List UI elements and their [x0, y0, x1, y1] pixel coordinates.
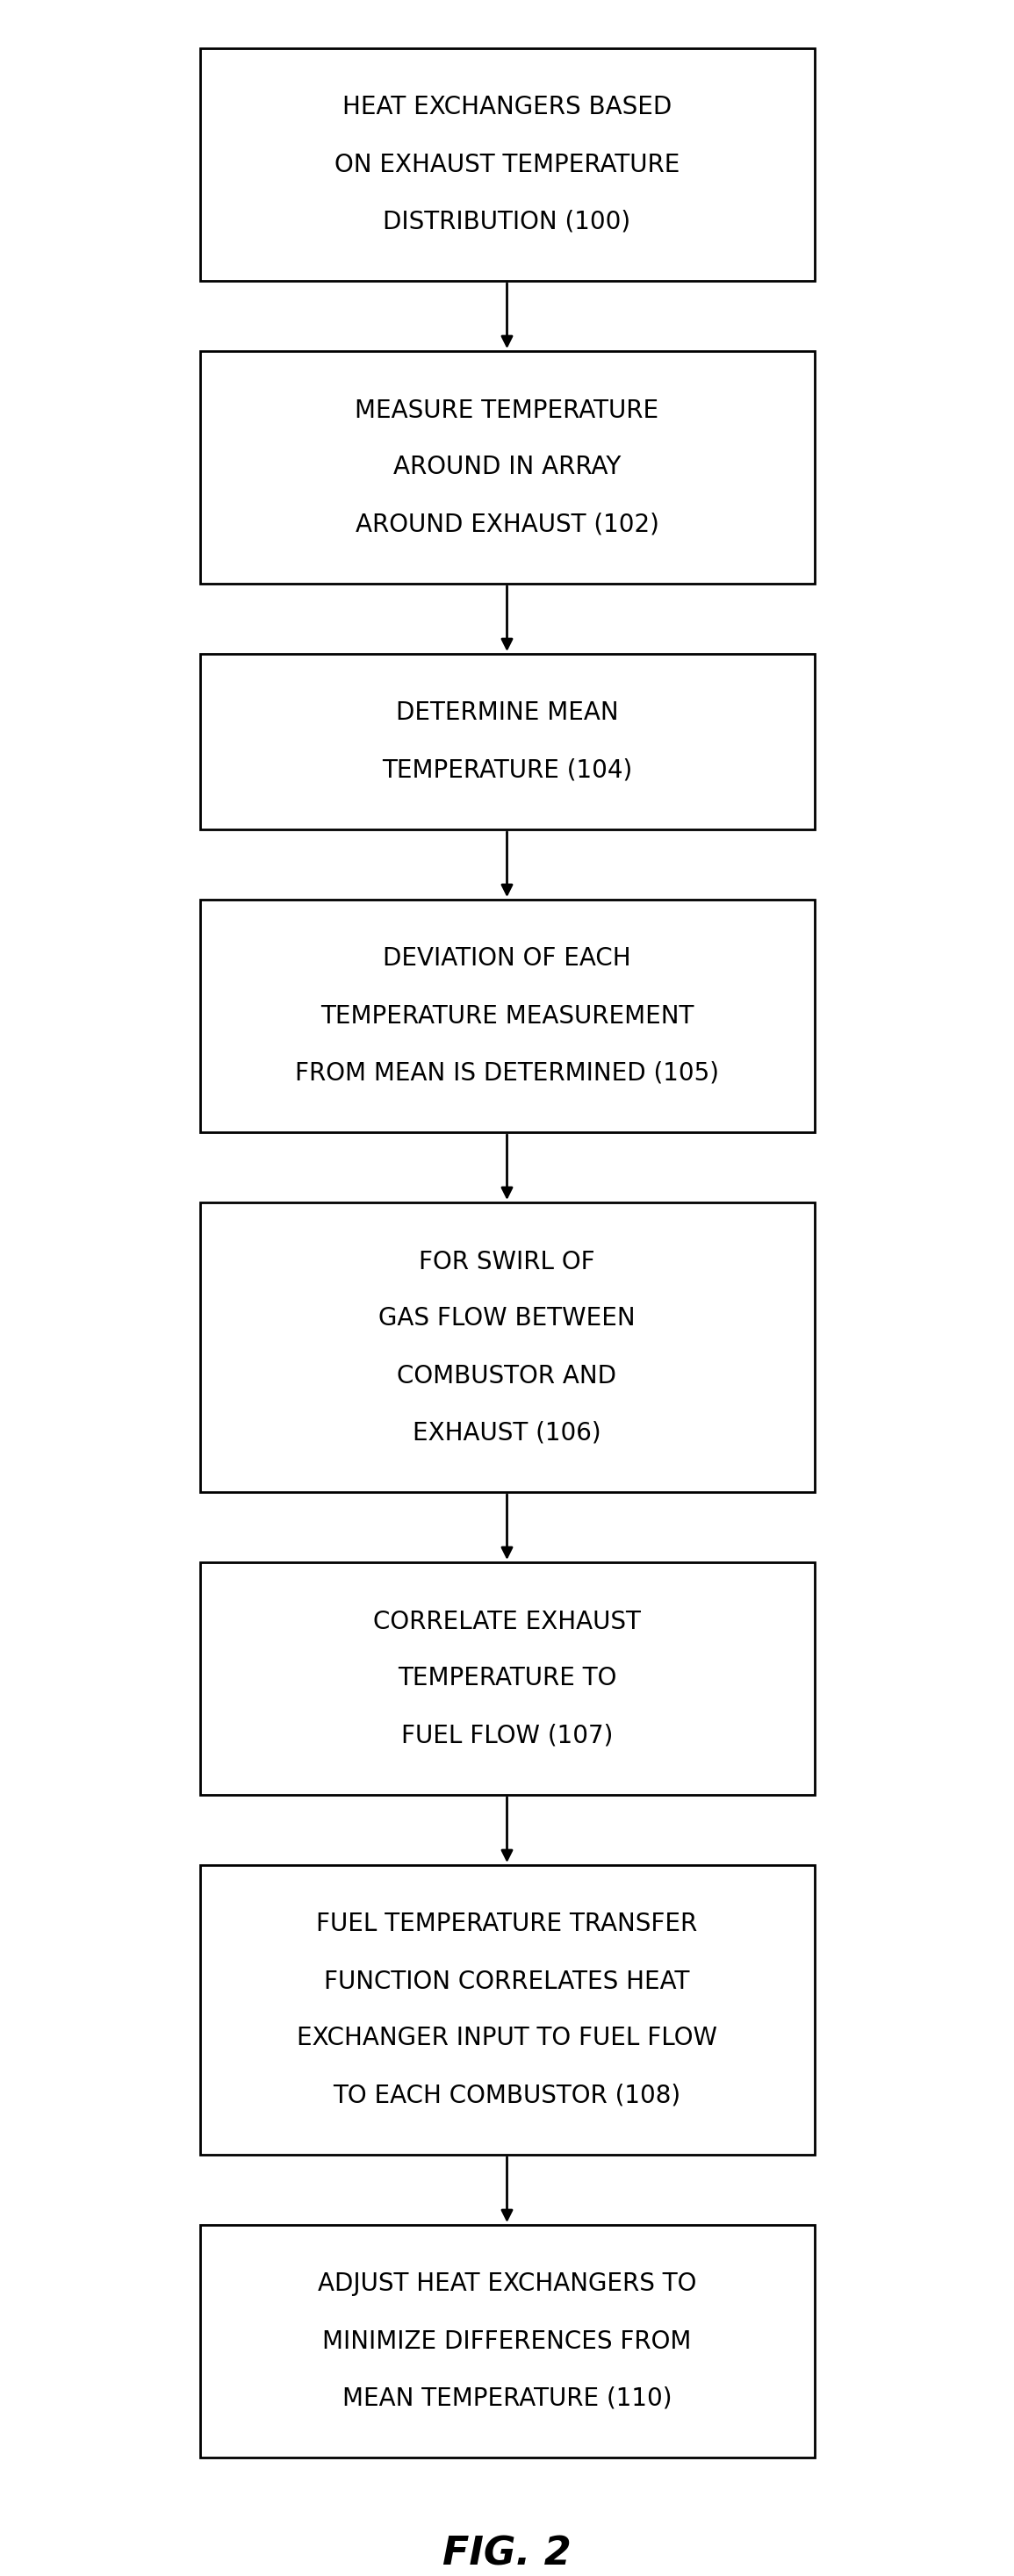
Text: COMBUSTOR AND: COMBUSTOR AND	[397, 1363, 617, 1388]
Text: FIG. 2: FIG. 2	[442, 2535, 572, 2573]
Text: MEAN TEMPERATURE (110): MEAN TEMPERATURE (110)	[342, 2385, 672, 2411]
Text: EXCHANGER INPUT TO FUEL FLOW: EXCHANGER INPUT TO FUEL FLOW	[297, 2027, 717, 2050]
Bar	[200, 654, 814, 829]
Bar	[200, 899, 814, 1133]
Text: HEAT EXCHANGERS BASED: HEAT EXCHANGERS BASED	[343, 95, 671, 121]
Text: DISTRIBUTION (100): DISTRIBUTION (100)	[383, 209, 631, 234]
Bar	[200, 1561, 814, 1795]
Text: FUEL TEMPERATURE TRANSFER: FUEL TEMPERATURE TRANSFER	[316, 1911, 698, 1937]
Text: TEMPERATURE MEASUREMENT: TEMPERATURE MEASUREMENT	[320, 1005, 694, 1028]
Bar	[200, 2226, 814, 2458]
Text: FUEL FLOW (107): FUEL FLOW (107)	[402, 1723, 612, 1749]
Text: ADJUST HEAT EXCHANGERS TO: ADJUST HEAT EXCHANGERS TO	[317, 2272, 697, 2295]
Text: FOR SWIRL OF: FOR SWIRL OF	[419, 1249, 595, 1275]
Text: DEVIATION OF EACH: DEVIATION OF EACH	[383, 945, 631, 971]
Text: MINIMIZE DIFFERENCES FROM: MINIMIZE DIFFERENCES FROM	[322, 2329, 692, 2354]
Text: FUNCTION CORRELATES HEAT: FUNCTION CORRELATES HEAT	[324, 1968, 690, 1994]
Bar	[200, 1203, 814, 1492]
Text: AROUND IN ARRAY: AROUND IN ARRAY	[393, 456, 621, 479]
Text: FROM MEAN IS DETERMINED (105): FROM MEAN IS DETERMINED (105)	[295, 1061, 719, 1084]
Text: GAS FLOW BETWEEN: GAS FLOW BETWEEN	[378, 1306, 636, 1332]
Text: AROUND EXHAUST (102): AROUND EXHAUST (102)	[355, 513, 659, 536]
Text: MEASURE TEMPERATURE: MEASURE TEMPERATURE	[355, 399, 659, 422]
Text: TO EACH COMBUSTOR (108): TO EACH COMBUSTOR (108)	[334, 2084, 680, 2107]
Text: DETERMINE MEAN: DETERMINE MEAN	[395, 701, 619, 726]
Text: ON EXHAUST TEMPERATURE: ON EXHAUST TEMPERATURE	[335, 152, 679, 178]
Text: EXHAUST (106): EXHAUST (106)	[413, 1419, 601, 1445]
Bar	[200, 49, 814, 281]
Text: TEMPERATURE (104): TEMPERATURE (104)	[382, 757, 632, 783]
Text: CORRELATE EXHAUST: CORRELATE EXHAUST	[373, 1610, 641, 1633]
Text: TEMPERATURE TO: TEMPERATURE TO	[397, 1667, 617, 1690]
Bar	[200, 350, 814, 585]
Bar	[200, 1865, 814, 2154]
